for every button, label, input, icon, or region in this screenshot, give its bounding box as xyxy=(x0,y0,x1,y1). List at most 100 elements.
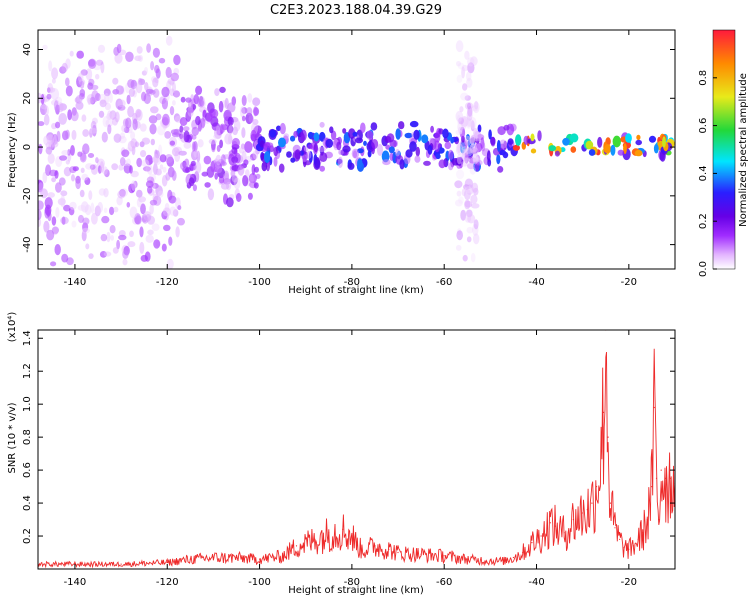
spectrogram-cell xyxy=(191,149,198,161)
spectrogram-cell xyxy=(488,129,492,140)
spectrogram-cell xyxy=(100,233,108,242)
snr-point xyxy=(637,538,639,540)
spectrogram-cell xyxy=(106,231,111,243)
spectrogram-cell xyxy=(230,175,238,186)
spectrogram-cell xyxy=(235,193,242,202)
spectrogram-cell xyxy=(169,106,175,116)
spectrogram-cell xyxy=(471,147,479,156)
spectrogram-cell xyxy=(193,149,200,158)
spectrogram-cell xyxy=(414,155,421,163)
spectrogram-cell xyxy=(215,125,221,136)
spectrogram-cell xyxy=(113,46,120,56)
spectrogram-cell xyxy=(82,227,90,234)
snr-y-tick-label: 0.8 xyxy=(22,429,33,445)
spectrogram-cell xyxy=(467,146,473,157)
spectrogram-cell xyxy=(201,171,209,177)
spectrogram-cell xyxy=(131,180,136,192)
spectrogram-cell xyxy=(55,182,62,193)
spectrogram-cell xyxy=(150,138,155,146)
spectrogram-cell xyxy=(82,217,90,225)
spectrogram-cell xyxy=(164,154,173,164)
spectrogram-cell xyxy=(469,143,478,154)
spectrogram-cell xyxy=(169,140,176,146)
snr-y-tick-label: 0.6 xyxy=(22,462,33,478)
spectrogram-cell xyxy=(497,166,504,173)
spectrogram-cell xyxy=(245,142,254,148)
spectrogram-cell xyxy=(466,209,473,218)
spectrogram-cell xyxy=(113,206,119,213)
spectrogram-cell xyxy=(413,129,420,140)
snr-x-tick-label: -140 xyxy=(64,577,87,588)
spectrogram-cell xyxy=(451,158,460,166)
snr-point xyxy=(619,538,621,540)
spectrogram-cell xyxy=(141,159,150,167)
spectrogram-cell xyxy=(103,188,109,198)
spectrogram-cell xyxy=(180,96,186,103)
spectrogram-cell xyxy=(148,115,158,124)
spectrogram-cell xyxy=(45,164,52,176)
snr-point xyxy=(512,556,515,559)
spectrogram-cell xyxy=(204,182,211,188)
spectrogram-x-tick-label: -140 xyxy=(64,277,87,288)
spectrogram-cell xyxy=(250,129,257,142)
spectrogram-cell xyxy=(499,149,507,156)
spectrogram-cell xyxy=(147,229,154,236)
spectrogram-cell xyxy=(357,158,363,169)
spectrogram-cell xyxy=(45,146,53,155)
spectrogram-cell xyxy=(51,216,57,226)
spectrogram-cell xyxy=(481,141,486,152)
snr-point xyxy=(282,555,284,557)
spectrogram-cell xyxy=(469,136,475,145)
spectrogram-cell xyxy=(179,117,188,126)
spectrogram-cell xyxy=(462,83,468,91)
spectrogram-cell xyxy=(149,203,154,215)
spectrogram-cell xyxy=(625,133,632,143)
spectrogram-cell xyxy=(59,155,68,161)
spectrogram-cell xyxy=(471,182,479,193)
spectrogram-cell xyxy=(94,205,101,217)
spectrogram-cell xyxy=(466,226,474,234)
spectrogram-cell xyxy=(286,151,292,158)
spectrogram-cell xyxy=(459,126,466,139)
snr-x-tick-label: -60 xyxy=(436,577,452,588)
spectrogram-cell xyxy=(47,153,55,165)
spectrogram-cell xyxy=(222,172,229,184)
snr-point xyxy=(642,532,644,534)
spectrogram-cell xyxy=(351,148,360,159)
snr-point xyxy=(669,477,672,479)
spectrogram-cell xyxy=(455,199,463,207)
spectrogram-cell xyxy=(442,128,449,139)
spectrogram-cell xyxy=(530,133,535,142)
snr-point xyxy=(388,548,390,550)
spectrogram-cell xyxy=(464,214,472,223)
snr-point xyxy=(120,563,122,565)
spectrogram-cell xyxy=(588,149,596,156)
snr-point xyxy=(563,532,565,534)
spectrogram-cell xyxy=(207,188,215,201)
spectrogram-cell xyxy=(200,117,206,128)
spectrogram-cell xyxy=(470,120,475,132)
spectrogram-cell xyxy=(617,149,625,156)
spectrogram-cell xyxy=(118,234,127,241)
spectrogram-cell xyxy=(234,119,241,132)
spectrogram-cell xyxy=(42,171,48,184)
spectrogram-cell xyxy=(307,131,314,139)
spectrogram-cell xyxy=(175,226,180,238)
spectrogram-cell xyxy=(597,136,603,148)
spectrogram-cell xyxy=(467,102,472,110)
snr-point xyxy=(360,548,362,550)
spectrogram-cell xyxy=(95,73,100,80)
spectrogram-cell xyxy=(447,149,454,160)
snr-x-tick-label: -100 xyxy=(248,577,271,588)
spectrogram-cell xyxy=(97,201,103,213)
spectrogram-cell xyxy=(464,95,471,101)
spectrogram-cell xyxy=(126,158,131,167)
snr-point xyxy=(295,545,298,547)
colorbar-tick-label: 0.2 xyxy=(698,213,709,229)
spectrogram-cell xyxy=(116,239,120,250)
spectrogram-cell xyxy=(46,207,51,217)
spectrogram-cell xyxy=(226,197,234,208)
spectrogram-cell xyxy=(79,80,85,89)
spectrogram-cell xyxy=(60,190,68,197)
spectrogram-cell xyxy=(162,207,172,217)
